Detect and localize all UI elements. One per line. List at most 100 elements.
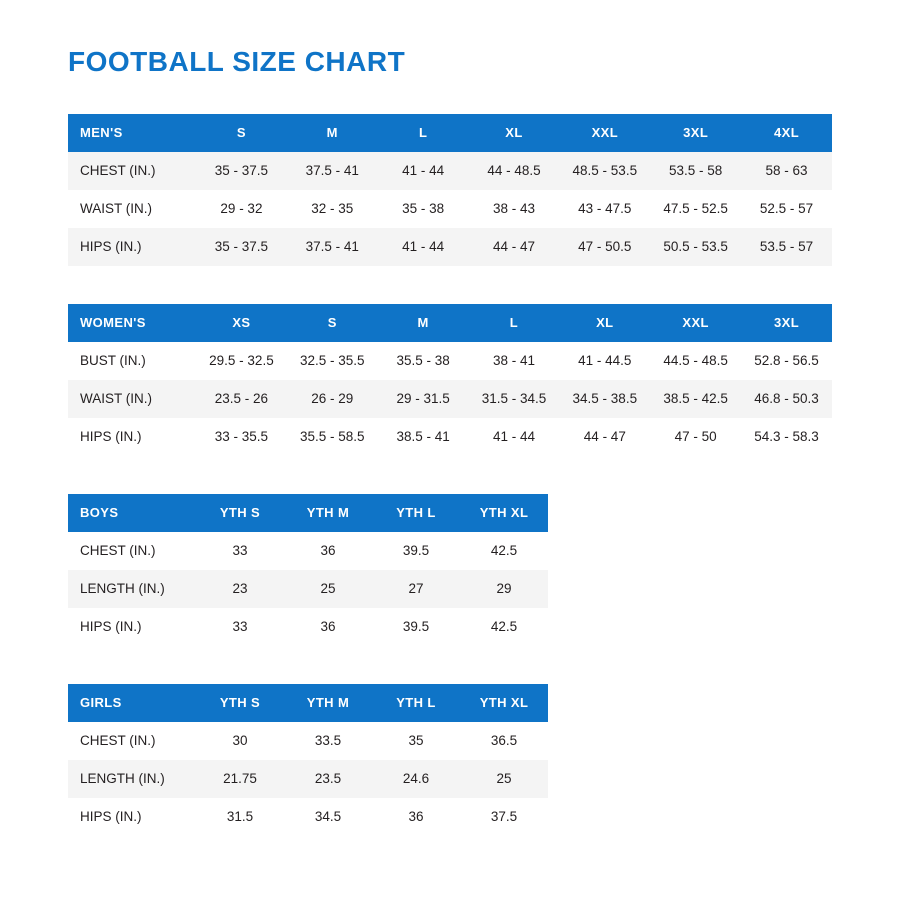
column-header-womens-6: XXL [650,303,742,342]
table-block-girls: GIRLS YTH S YTH M YTH L YTH XL CHEST (IN… [68,683,832,836]
column-header-mens-3: L [377,113,469,152]
table-cell: 58 - 63 [741,151,832,190]
column-header-girls-1: YTH S [196,683,284,722]
table-cell: 35 - 38 [377,189,469,228]
column-header-womens-4: L [468,303,560,342]
column-header-womens-0: WOMEN'S [68,303,197,342]
column-header-mens-7: 4XL [741,113,832,152]
table-cell: 31.5 [196,797,284,836]
table-cell: 25 [460,759,548,798]
table-cell: 34.5 [284,797,372,836]
table-cell: 41 - 44 [468,417,560,456]
table-row: HIPS (IN.) 35 - 37.5 37.5 - 41 41 - 44 4… [68,227,832,266]
row-label: LENGTH (IN.) [68,759,196,798]
table-cell: 32.5 - 35.5 [286,341,378,380]
size-table-mens: MEN'S S M L XL XXL 3XL 4XL CHEST (IN.) 3… [68,113,832,266]
row-label: HIPS (IN.) [68,227,197,266]
table-cell: 53.5 - 58 [650,151,742,190]
table-block-mens: MEN'S S M L XL XXL 3XL 4XL CHEST (IN.) 3… [68,113,832,266]
table-cell: 25 [284,569,372,608]
table-cell: 29 [460,569,548,608]
table-cell: 48.5 - 53.5 [559,151,651,190]
table-cell: 21.75 [196,759,284,798]
table-cell: 54.3 - 58.3 [741,417,832,456]
row-label: HIPS (IN.) [68,417,197,456]
table-cell: 44.5 - 48.5 [650,341,742,380]
column-header-girls-2: YTH M [284,683,372,722]
table-row: LENGTH (IN.) 21.75 23.5 24.6 25 [68,759,548,798]
page-title: FOOTBALL SIZE CHART [68,46,406,77]
column-header-boys-4: YTH XL [460,493,548,532]
table-cell: 30 [196,721,284,760]
table-cell: 31.5 - 34.5 [468,379,560,418]
table-row: LENGTH (IN.) 23 25 27 29 [68,569,548,608]
table-cell: 33 [196,607,284,646]
table-cell: 33.5 [284,721,372,760]
table-cell: 23.5 [284,759,372,798]
table-row: BUST (IN.) 29.5 - 32.5 32.5 - 35.5 35.5 … [68,341,832,380]
table-cell: 23 [196,569,284,608]
table-cell: 38.5 - 41 [377,417,469,456]
row-label: CHEST (IN.) [68,721,196,760]
row-label: WAIST (IN.) [68,379,197,418]
table-cell: 36.5 [460,721,548,760]
table-cell: 29 - 31.5 [377,379,469,418]
table-cell: 34.5 - 38.5 [559,379,651,418]
column-header-girls-4: YTH XL [460,683,548,722]
column-header-mens-1: S [196,113,287,152]
table-cell: 52.5 - 57 [741,189,832,228]
column-header-mens-5: XXL [559,113,651,152]
table-row: CHEST (IN.) 35 - 37.5 37.5 - 41 41 - 44 … [68,151,832,190]
column-header-womens-7: 3XL [741,303,832,342]
table-cell: 37.5 - 41 [286,151,378,190]
table-cell: 38.5 - 42.5 [650,379,742,418]
table-cell: 44 - 47 [468,227,560,266]
table-cell: 24.6 [372,759,460,798]
size-table-womens: WOMEN'S XS S M L XL XXL 3XL BUST (IN.) 2… [68,303,832,456]
row-label: HIPS (IN.) [68,797,196,836]
row-label: HIPS (IN.) [68,607,196,646]
column-header-womens-1: XS [196,303,287,342]
table-cell: 35 - 37.5 [196,227,287,266]
table-cell: 33 [196,531,284,570]
table-row: CHEST (IN.) 33 36 39.5 42.5 [68,531,548,570]
table-row: WAIST (IN.) 29 - 32 32 - 35 35 - 38 38 -… [68,189,832,228]
column-header-boys-2: YTH M [284,493,372,532]
table-cell: 37.5 [460,797,548,836]
table-cell: 29 - 32 [196,189,287,228]
table-cell: 29.5 - 32.5 [196,341,287,380]
table-cell: 53.5 - 57 [741,227,832,266]
column-header-mens-0: MEN'S [68,113,197,152]
table-cell: 38 - 41 [468,341,560,380]
table-cell: 35 [372,721,460,760]
table-row: WAIST (IN.) 23.5 - 26 26 - 29 29 - 31.5 … [68,379,832,418]
table-header-row-womens: WOMEN'S XS S M L XL XXL 3XL [68,303,832,342]
row-label: BUST (IN.) [68,341,197,380]
table-cell: 37.5 - 41 [286,227,378,266]
column-header-boys-1: YTH S [196,493,284,532]
table-header-row-mens: MEN'S S M L XL XXL 3XL 4XL [68,113,832,152]
table-cell: 47 - 50 [650,417,742,456]
table-cell: 36 [284,607,372,646]
column-header-womens-5: XL [559,303,651,342]
table-cell: 50.5 - 53.5 [650,227,742,266]
table-row: HIPS (IN.) 33 - 35.5 35.5 - 58.5 38.5 - … [68,417,832,456]
column-header-mens-4: XL [468,113,560,152]
size-table-girls: GIRLS YTH S YTH M YTH L YTH XL CHEST (IN… [68,683,548,836]
column-header-boys-0: BOYS [68,493,196,532]
table-cell: 27 [372,569,460,608]
table-cell: 41 - 44.5 [559,341,651,380]
column-header-womens-2: S [286,303,378,342]
table-cell: 35 - 37.5 [196,151,287,190]
table-cell: 46.8 - 50.3 [741,379,832,418]
column-header-womens-3: M [377,303,469,342]
table-row: HIPS (IN.) 33 36 39.5 42.5 [68,607,548,646]
table-cell: 42.5 [460,607,548,646]
size-table-boys: BOYS YTH S YTH M YTH L YTH XL CHEST (IN.… [68,493,548,646]
row-label: CHEST (IN.) [68,531,196,570]
table-header-row-boys: BOYS YTH S YTH M YTH L YTH XL [68,493,548,532]
table-cell: 33 - 35.5 [196,417,287,456]
table-cell: 47 - 50.5 [559,227,651,266]
table-cell: 39.5 [372,531,460,570]
